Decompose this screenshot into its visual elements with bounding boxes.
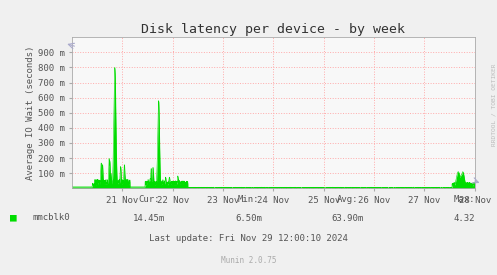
Y-axis label: Average IO Wait (seconds): Average IO Wait (seconds) [26, 46, 35, 180]
Text: 63.90m: 63.90m [332, 214, 364, 223]
Text: Max:: Max: [453, 195, 475, 204]
Text: Avg:: Avg: [337, 195, 359, 204]
Text: 14.45m: 14.45m [133, 214, 165, 223]
Text: 4.32: 4.32 [453, 214, 475, 223]
Text: Min:: Min: [238, 195, 259, 204]
Text: Cur:: Cur: [138, 195, 160, 204]
Text: Last update: Fri Nov 29 12:00:10 2024: Last update: Fri Nov 29 12:00:10 2024 [149, 234, 348, 243]
Text: Munin 2.0.75: Munin 2.0.75 [221, 256, 276, 265]
Text: ■: ■ [10, 212, 17, 222]
Text: mmcblk0: mmcblk0 [32, 213, 70, 222]
Text: RRDTOOL / TOBI OETIKER: RRDTOOL / TOBI OETIKER [491, 63, 496, 146]
Title: Disk latency per device - by week: Disk latency per device - by week [141, 23, 406, 36]
Text: 6.50m: 6.50m [235, 214, 262, 223]
